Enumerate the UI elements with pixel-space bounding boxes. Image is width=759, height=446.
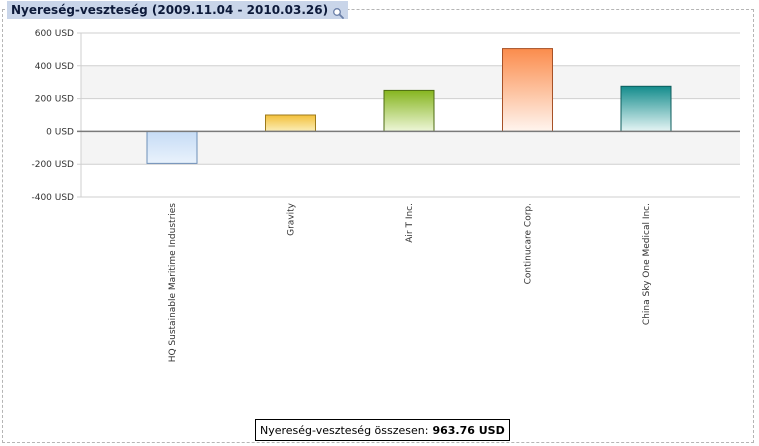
chart-title-tab: Nyereség-veszteség (2009.11.04 - 2010.03… (7, 1, 349, 19)
chart-title: Nyereség-veszteség (2009.11.04 - 2010.03… (11, 3, 329, 17)
category-label: Air T Inc. (405, 203, 415, 243)
total-label: Nyereség-veszteség összesen: (260, 423, 429, 437)
chart-panel (2, 9, 754, 443)
category-labels: HQ Sustainable Maritime Industries Gravit… (168, 202, 652, 362)
bar[interactable] (265, 114, 316, 132)
magnifier-icon[interactable] (332, 4, 344, 19)
category-label: China Sky One Medical Inc. (642, 203, 652, 325)
y-tick-label: 0 USD (46, 127, 74, 137)
bar[interactable] (383, 89, 435, 132)
bar[interactable] (502, 48, 553, 132)
bar[interactable] (620, 85, 672, 132)
total-value: 963.76 USD (432, 423, 505, 437)
category-label: Continucare Corp. (524, 203, 534, 284)
y-tick-label: 600 USD (35, 29, 74, 39)
y-axis-ticks: 600 USD 400 USD 200 USD 0 USD -200 USD -400 U… (31, 29, 74, 203)
y-tick-label: -200 USD (31, 160, 74, 170)
plot-band (81, 33, 740, 66)
plot-band (81, 164, 740, 197)
total-summary-box: Nyereség-veszteség összesen: 963.76 USD (255, 419, 510, 441)
y-tick-label: 400 USD (35, 62, 74, 72)
category-label: Gravity (287, 202, 297, 236)
bars (146, 48, 672, 164)
y-tick-label: 200 USD (35, 95, 74, 105)
category-label: HQ Sustainable Maritime Industries (168, 203, 178, 363)
bar[interactable] (146, 130, 198, 164)
y-tick-label: -400 USD (31, 193, 74, 203)
